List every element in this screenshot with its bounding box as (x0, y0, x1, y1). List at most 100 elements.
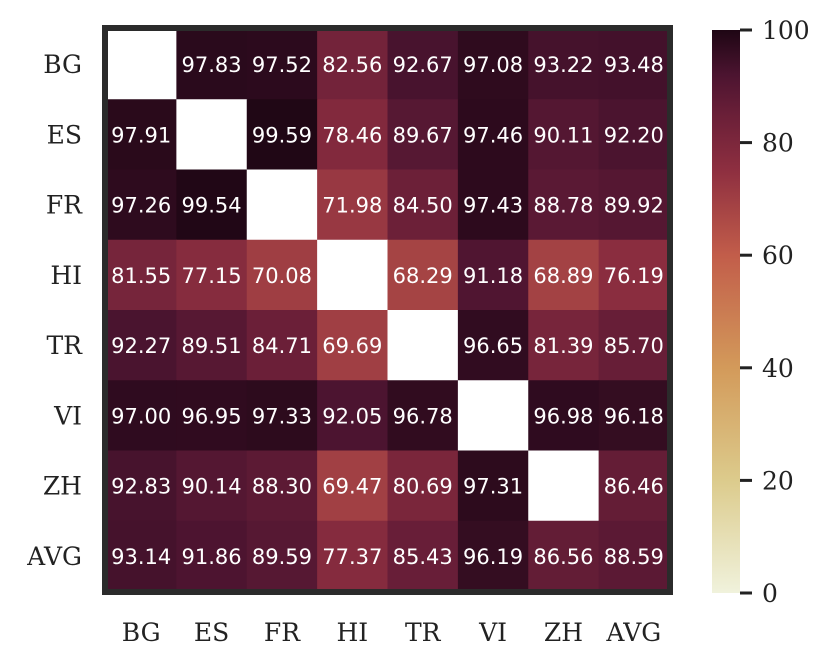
heatmap-cell-es-tr (387, 99, 459, 171)
heatmap-cell-hi-hi (317, 239, 389, 311)
row-label-vi: VI (53, 401, 82, 430)
heatmap-cell-fr-fr (246, 169, 318, 241)
cell-value-label: 97.31 (463, 475, 523, 499)
column-label-es: ES (194, 618, 229, 647)
cell-value-label: 89.92 (604, 194, 664, 218)
cell-value-label: 77.37 (322, 545, 382, 569)
colorbar-ticks: 0 20 40 60 80 100 (740, 16, 810, 608)
heatmap-cell-hi-vi (457, 239, 529, 311)
column-label-hi: HI (336, 618, 368, 647)
column-label-vi: VI (478, 618, 507, 647)
heatmap-cells (106, 29, 670, 592)
heatmap-cell-hi-tr (387, 239, 459, 311)
heatmap-cell-zh-zh (528, 450, 600, 522)
column-label-zh: ZH (544, 618, 583, 647)
colorbar-tick-label: 60 (762, 241, 794, 270)
heatmap-cell-bg-bg (106, 29, 177, 100)
heatmap-cell-bg-zh (528, 29, 600, 100)
row-label-fr: FR (46, 191, 83, 220)
heatmap-cell-hi-bg (106, 239, 177, 311)
heatmap-cell-vi-es (176, 380, 248, 452)
heatmap-cell-fr-hi (317, 169, 389, 241)
heatmap-cell-fr-vi (457, 169, 529, 241)
colorbar-tick-label: 40 (762, 354, 794, 383)
heatmap-cell-zh-fr (246, 450, 318, 522)
cell-value-label: 69.47 (322, 475, 382, 499)
heatmap-cell-fr-es (176, 169, 248, 241)
cell-value-label: 96.19 (463, 545, 523, 569)
heatmap-cell-bg-hi (317, 29, 389, 100)
heatmap-cell-avg-vi (457, 520, 529, 592)
heatmap-cell-es-zh (528, 99, 600, 171)
cell-value-label: 92.83 (111, 475, 171, 499)
row-label-tr: TR (47, 331, 84, 360)
cell-value-label: 85.70 (604, 334, 664, 358)
cell-value-label: 97.46 (463, 123, 523, 147)
cell-value-label: 81.55 (111, 264, 171, 288)
heatmap-frame (102, 25, 673, 595)
cell-value-label: 80.69 (393, 475, 453, 499)
heatmap-cell-hi-fr (246, 239, 318, 311)
heatmap-cell-zh-tr (387, 450, 459, 522)
heatmap-cell-vi-hi (317, 380, 389, 452)
cell-value-label: 97.43 (463, 194, 523, 218)
cell-value-label: 68.89 (533, 264, 593, 288)
row-label-hi: HI (50, 261, 82, 290)
heatmap-cell-tr-hi (317, 310, 389, 381)
cell-value-label: 96.78 (393, 404, 453, 428)
cell-value-label: 91.18 (463, 264, 523, 288)
cell-value-label: 88.59 (604, 545, 664, 569)
heatmap-cell-avg-avg (598, 520, 670, 592)
column-labels: BG ES FR HI TR VI ZH AVG (122, 618, 661, 647)
cell-value-label: 78.46 (322, 123, 382, 147)
heatmap-cell-avg-es (176, 520, 248, 592)
cell-value-label: 97.91 (111, 123, 171, 147)
colorbar-tick-label: 100 (762, 16, 810, 45)
column-label-avg: AVG (605, 618, 661, 647)
heatmap-cell-tr-tr (387, 310, 459, 381)
colorbar-tick-label: 0 (762, 579, 778, 608)
heatmap-cell-avg-tr (387, 520, 459, 592)
colorbar (712, 30, 740, 593)
heatmap-cell-vi-zh (528, 380, 600, 452)
cell-value-label: 70.08 (252, 264, 312, 288)
heatmap-cell-es-bg (106, 99, 177, 171)
row-label-es: ES (47, 120, 82, 149)
cell-value-label: 90.14 (182, 475, 242, 499)
heatmap-cell-avg-bg (106, 520, 177, 592)
cell-value-label: 76.19 (604, 264, 664, 288)
cell-value-label: 84.50 (393, 194, 453, 218)
cell-value-label: 88.30 (252, 475, 312, 499)
heatmap-cell-fr-tr (387, 169, 459, 241)
cell-value-label: 96.18 (604, 404, 664, 428)
heatmap-cell-bg-es (176, 29, 248, 100)
row-label-zh: ZH (43, 472, 82, 501)
heatmap-cell-es-avg (598, 99, 670, 171)
heatmap-cell-bg-vi (457, 29, 529, 100)
cell-value-label: 82.56 (322, 53, 382, 77)
heatmap-cell-hi-es (176, 239, 248, 311)
cell-value-label: 69.69 (322, 334, 382, 358)
heatmap-cell-avg-zh (528, 520, 600, 592)
heatmap-cell-avg-hi (317, 520, 389, 592)
heatmap-cell-vi-tr (387, 380, 459, 452)
heatmap-cell-tr-bg (106, 310, 177, 381)
heatmap-cell-hi-avg (598, 239, 670, 311)
cell-value-label: 84.71 (252, 334, 312, 358)
cell-value-label: 92.05 (322, 404, 382, 428)
cell-value-label: 77.15 (182, 264, 242, 288)
cell-value-label: 81.39 (533, 334, 593, 358)
heatmap-cell-es-fr (246, 99, 318, 171)
heatmap-cell-tr-avg (598, 310, 670, 381)
heatmap-cell-fr-bg (106, 169, 177, 241)
heatmap-cell-es-vi (457, 99, 529, 171)
cell-value-label: 97.52 (252, 53, 312, 77)
cell-value-label: 93.14 (111, 545, 171, 569)
heatmap-cell-zh-hi (317, 450, 389, 522)
column-label-bg: BG (122, 618, 161, 647)
heatmap-cell-zh-avg (598, 450, 670, 522)
colorbar-tick-label: 80 (762, 129, 794, 158)
cell-value-label: 89.51 (182, 334, 242, 358)
heatmap-cell-zh-vi (457, 450, 529, 522)
heatmap-cell-tr-es (176, 310, 248, 381)
